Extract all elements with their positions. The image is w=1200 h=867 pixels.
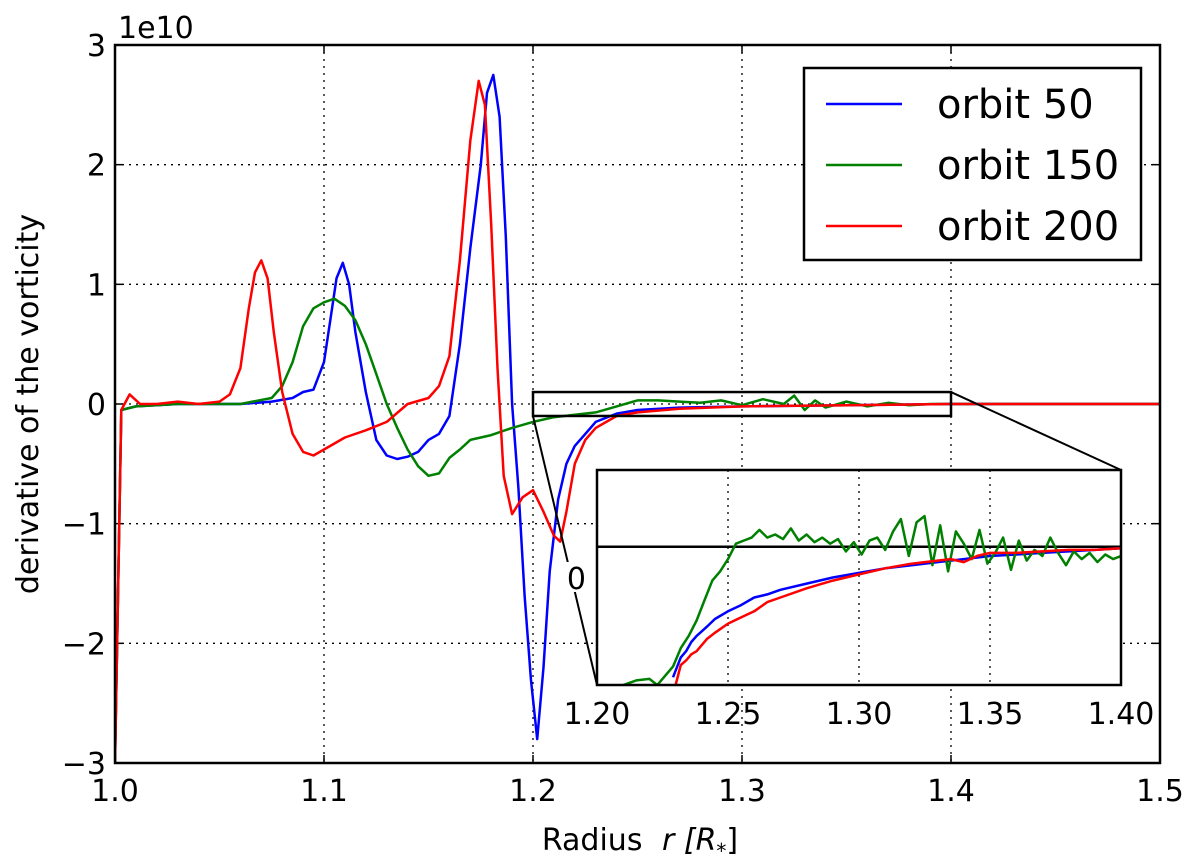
- inset-x-tick-label: 1.35: [957, 697, 1024, 732]
- legend-label: orbit 50: [937, 82, 1094, 128]
- x-axis-label-close: ]: [726, 823, 738, 858]
- x-axis-label: Radius r [R*]: [542, 823, 738, 863]
- y-tick-label: −1: [62, 508, 106, 543]
- zoom-connector-left: [532, 415, 598, 686]
- y-tick-label: 2: [87, 149, 106, 184]
- x-tick-label: 1.2: [509, 774, 557, 809]
- inset-frame: [595, 468, 1123, 687]
- x-axis-label-math: r [R: [662, 823, 716, 858]
- x-axis-label-subscript: *: [716, 839, 726, 863]
- inset-series-line-orbit-200: [674, 547, 1121, 685]
- y-tick-labels: −3 −2 −1 0 1 2 3: [62, 29, 106, 782]
- inset-x-tick-label: 1.40: [1088, 697, 1155, 732]
- x-axis-label-word: Radius: [542, 823, 643, 858]
- zoom-connector-right: [950, 391, 1122, 471]
- inset-series-line-orbit-150: [622, 514, 1121, 685]
- series-line-orbit-200: [115, 79, 1160, 763]
- y-axis-label: derivative of the vorticity: [11, 214, 46, 594]
- main-lines: [115, 73, 1160, 763]
- inset-grid: [727, 470, 991, 685]
- inset-lines: [622, 514, 1121, 685]
- x-tick-label: 1.1: [300, 774, 348, 809]
- x-tick-label: 1.5: [1136, 774, 1184, 809]
- y-tick-label: 3: [87, 29, 106, 64]
- inset-x-tick-labels: 1.20 1.25 1.30 1.35 1.40: [564, 697, 1155, 732]
- legend-label: orbit 150: [937, 143, 1119, 189]
- zoom-box: [531, 390, 953, 418]
- x-tick-label: 1.4: [927, 774, 975, 809]
- legend-label: orbit 200: [937, 204, 1119, 250]
- y-tick-label: 1: [87, 268, 106, 303]
- x-tick-label: 1.3: [718, 774, 766, 809]
- y-tick-label: −3: [62, 747, 106, 782]
- inset-zero-label-bg: [566, 562, 588, 592]
- inset-series-line-orbit-50: [671, 547, 1121, 678]
- inset-x-tick-label: 1.20: [564, 697, 631, 732]
- y-tick-label: −2: [62, 627, 106, 662]
- y-tick-label: 0: [87, 388, 106, 423]
- inset-zero-label: 0: [567, 562, 586, 597]
- inset-x-tick-label: 1.25: [695, 697, 762, 732]
- x-tick-label: 1.0: [91, 774, 139, 809]
- x-tick-labels: 1.0 1.1 1.2 1.3 1.4 1.5: [91, 774, 1184, 809]
- inset-x-tick-label: 1.30: [826, 697, 893, 732]
- series-line-orbit-50: [115, 73, 1160, 763]
- legend-items: orbit 50 orbit 150 orbit 200: [826, 82, 1119, 250]
- offset-text: 1e10: [118, 11, 194, 46]
- plot-frame: [113, 43, 1162, 765]
